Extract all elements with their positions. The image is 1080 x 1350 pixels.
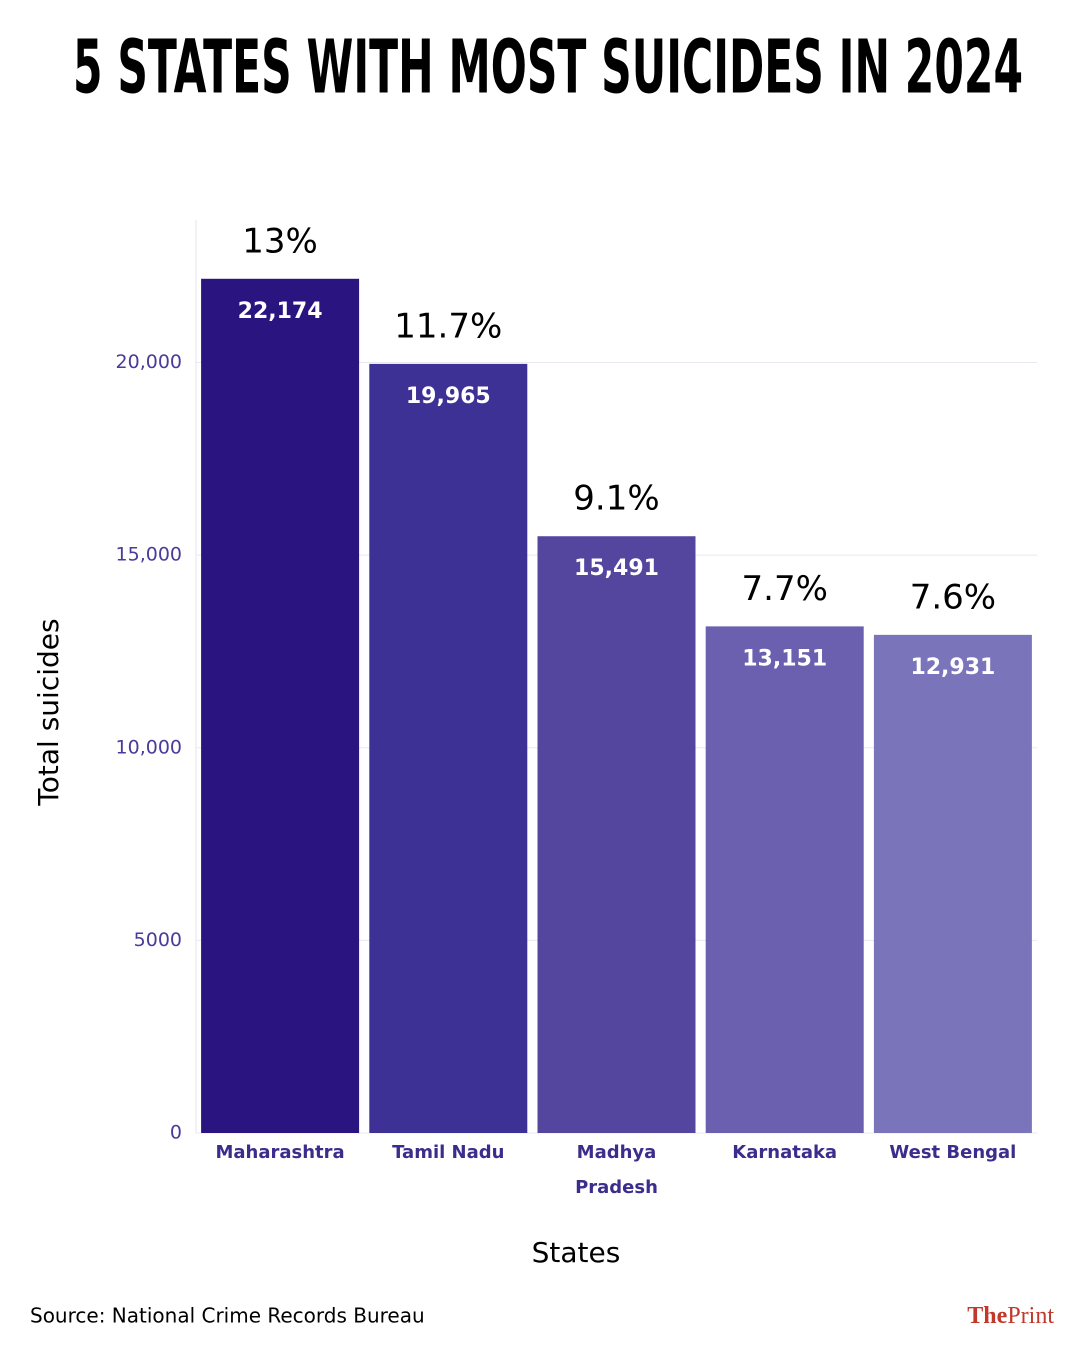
y-tick-label: 5000 bbox=[134, 929, 182, 951]
bar bbox=[537, 536, 696, 1133]
logo-prefix: The bbox=[967, 1303, 1007, 1329]
value-label: 22,174 bbox=[238, 299, 323, 324]
logo: ThePrint bbox=[967, 1303, 1054, 1329]
value-label: 15,491 bbox=[574, 556, 659, 581]
bar bbox=[873, 634, 1032, 1133]
share-label: 11.7% bbox=[394, 306, 502, 346]
bar bbox=[705, 626, 864, 1133]
x-tick-label: Karnataka bbox=[732, 1142, 838, 1163]
chart-title: 5 STATES WITH MOST SUICIDES IN 2024 bbox=[73, 25, 1023, 111]
value-label: 19,965 bbox=[406, 384, 491, 409]
y-tick-label: 15,000 bbox=[116, 544, 182, 566]
bar bbox=[369, 363, 528, 1134]
share-label: 9.1% bbox=[573, 479, 659, 519]
y-tick-label: 20,000 bbox=[116, 351, 182, 373]
y-tick-label: 0 bbox=[170, 1122, 182, 1144]
x-tick-label: West Bengal bbox=[889, 1142, 1017, 1163]
share-label: 7.6% bbox=[910, 577, 996, 617]
bar bbox=[201, 278, 360, 1134]
share-label: 7.7% bbox=[742, 569, 828, 609]
x-tick-label: Tamil Nadu bbox=[392, 1142, 505, 1163]
y-axis-label: Total suicides bbox=[32, 618, 65, 806]
share-label: 13% bbox=[242, 221, 318, 261]
x-tick-label: Maharashtra bbox=[215, 1142, 345, 1163]
x-axis-label: States bbox=[532, 1236, 621, 1269]
logo-name: Print bbox=[1007, 1303, 1054, 1329]
value-label: 12,931 bbox=[910, 655, 995, 680]
source: Source: National Crime Records Bureau bbox=[30, 1304, 425, 1328]
y-tick-label: 10,000 bbox=[116, 736, 182, 758]
x-tick-label: Madhya Pradesh bbox=[575, 1142, 658, 1198]
value-label: 13,151 bbox=[742, 646, 827, 671]
